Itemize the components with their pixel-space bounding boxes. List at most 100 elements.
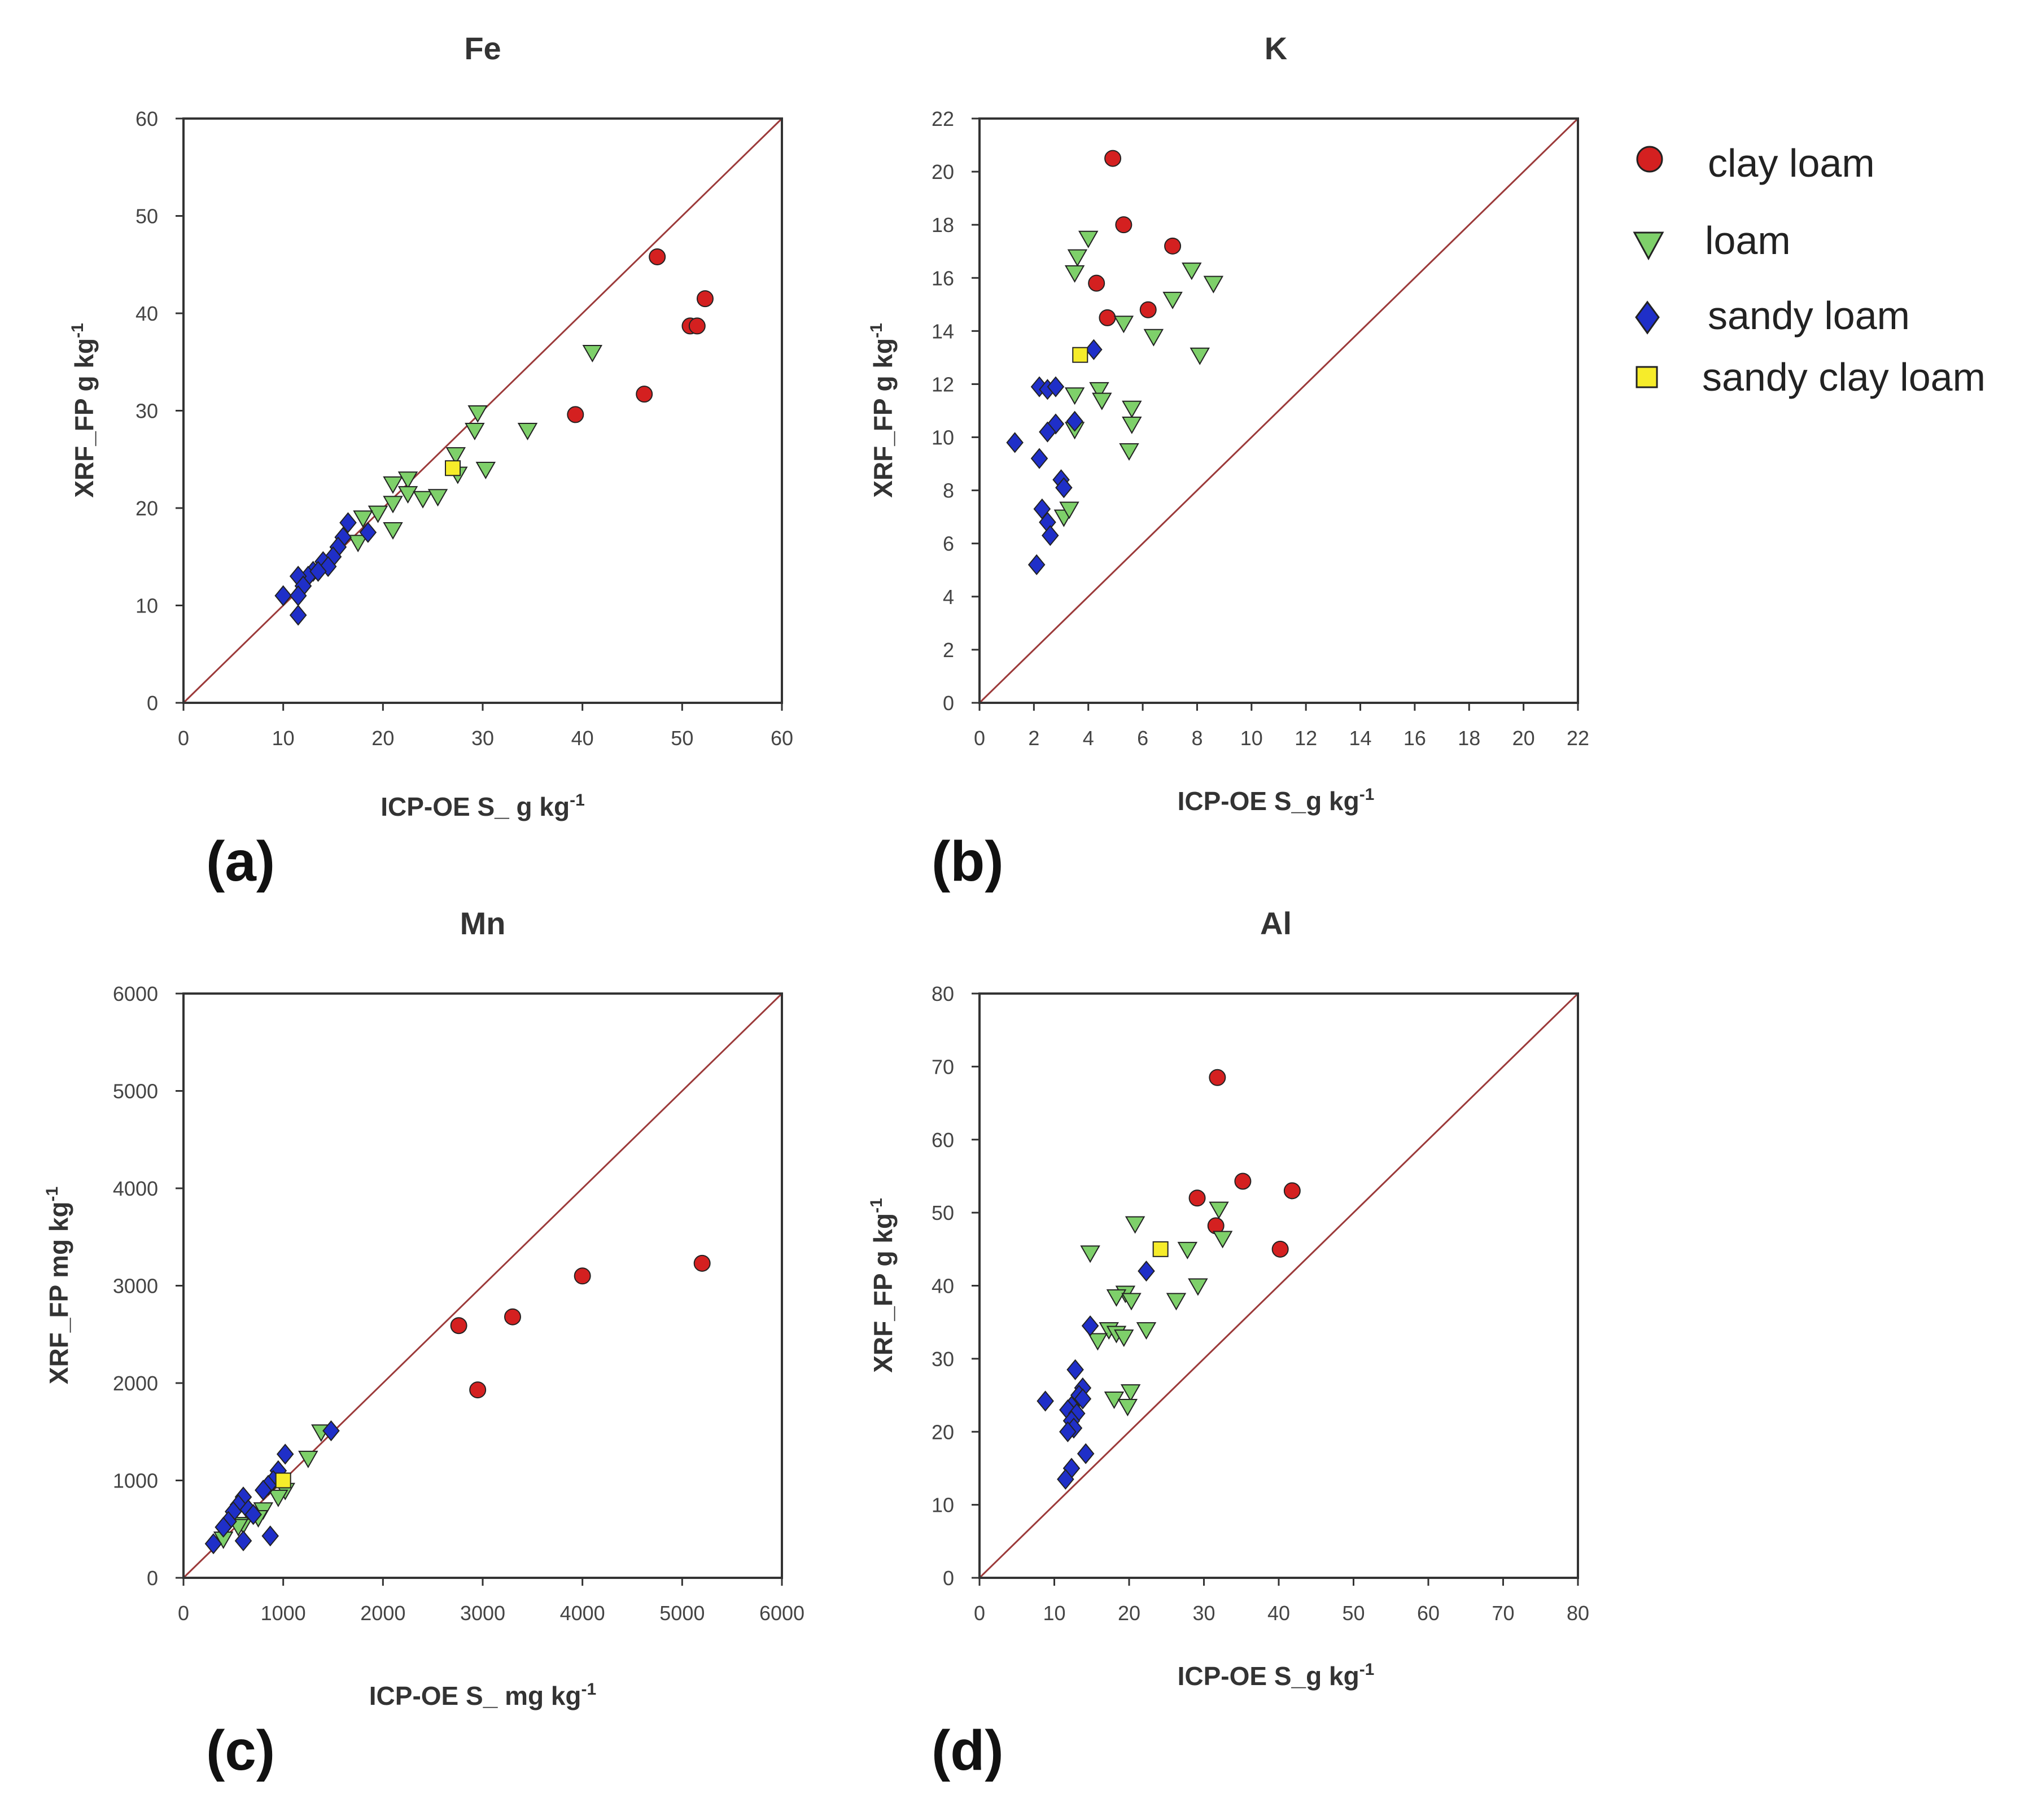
chart-title-k: K [1265, 30, 1287, 66]
point-k-loam-9 [1064, 387, 1085, 405]
point-k-loam-10 [1089, 382, 1109, 400]
point-k-loam-6 [1113, 316, 1134, 334]
panel-label-a: (a) [206, 830, 275, 893]
point-al-loam-3 [1080, 1245, 1100, 1263]
point-k-sandy-loam-7 [1006, 432, 1024, 453]
point-k-sandy-clay-loam-0 [1072, 347, 1088, 363]
y-tick-label-k-8: 8 [943, 479, 954, 502]
point-k-loam-12 [1122, 400, 1142, 418]
y-tick-label-al-0: 0 [943, 1567, 954, 1590]
y-tick-label-al-20: 20 [932, 1420, 954, 1443]
point-k-loam-7 [1143, 329, 1164, 347]
x-tick-label-mn-0: 0 [178, 1602, 189, 1625]
y-tick-label-k-4: 4 [943, 585, 954, 609]
x-tick-label-fe-40: 40 [571, 727, 594, 750]
point-fe-loam-5 [475, 462, 496, 480]
x-tick-label-fe-10: 10 [272, 727, 295, 750]
legend-marker-sandy-loam [1635, 300, 1660, 335]
point-fe-loam-4 [517, 423, 538, 441]
point-k-clay-loam-2 [1164, 237, 1182, 255]
x-tick-label-mn-1000: 1000 [261, 1602, 306, 1625]
point-fe-loam-3 [445, 447, 466, 465]
point-mn-clay-loam-1 [574, 1267, 591, 1285]
point-al-loam-1 [1212, 1231, 1233, 1249]
plot-marks-k [978, 117, 1579, 704]
point-al-sandy-loam-1 [1081, 1315, 1099, 1337]
x-tick-label-k-12: 12 [1295, 727, 1317, 750]
y-tick-label-al-50: 50 [932, 1201, 954, 1224]
legend: clay loam loam sandy loam sandy clay loa… [1633, 141, 1986, 399]
point-fe-loam-0 [582, 345, 603, 363]
point-fe-sandy-loam-2 [359, 522, 377, 543]
point-al-clay-loam-2 [1283, 1182, 1301, 1200]
y-tick-label-k-12: 12 [932, 373, 954, 396]
point-k-clay-loam-0 [1104, 150, 1122, 167]
y-tick-label-fe-40: 40 [135, 302, 158, 325]
point-k-sandy-loam-13 [1041, 525, 1059, 546]
x-tick-label-al-40: 40 [1267, 1602, 1290, 1625]
legend-label-sandy-clay-loam: sandy clay loam [1702, 355, 1986, 399]
point-mn-clay-loam-2 [504, 1308, 521, 1325]
point-fe-loam-14 [383, 522, 403, 540]
point-al-sandy-loam-7 [1037, 1390, 1054, 1412]
x-tick-label-mn-5000: 5000 [659, 1602, 705, 1625]
point-al-loam-13 [1136, 1322, 1157, 1340]
point-mn-sandy-loam-12 [204, 1533, 222, 1555]
point-k-sandy-loam-5 [1039, 421, 1056, 443]
y-tick-label-mn-3000: 3000 [113, 1275, 158, 1298]
x-tick-label-fe-0: 0 [178, 727, 189, 750]
y-axis-label-k: XRF_FP g kg-1 [867, 323, 898, 498]
x-ticks-mn: 0 1000 2000 3000 4000 5000 6000 [178, 1578, 804, 1625]
point-mn-sandy-loam-5 [255, 1480, 272, 1501]
point-fe-loam-10 [413, 491, 433, 509]
x-tick-label-al-50: 50 [1342, 1602, 1365, 1625]
point-al-loam-4 [1177, 1241, 1198, 1259]
panel-label-d: (d) [932, 1719, 1004, 1782]
point-fe-loam-13 [368, 505, 388, 523]
x-tick-label-mn-4000: 4000 [560, 1602, 605, 1625]
y-tick-label-mn-5000: 5000 [113, 1080, 158, 1103]
point-fe-sandy-loam-12 [274, 585, 292, 606]
y-tick-label-al-30: 30 [932, 1348, 954, 1371]
x-axis-label-al: ICP-OE S_g kg-1 [1178, 1660, 1375, 1691]
point-al-loam-5 [1188, 1278, 1208, 1296]
y-tick-label-k-20: 20 [932, 160, 954, 183]
chart-title-al: Al [1260, 905, 1292, 941]
point-fe-loam-7 [383, 476, 403, 494]
x-tick-label-k-16: 16 [1403, 727, 1426, 750]
plot-marks-fe [182, 117, 783, 704]
point-fe-sandy-loam-14 [289, 605, 307, 626]
point-al-sandy-loam-2 [1066, 1359, 1084, 1380]
panel-k: K 0 2 4 6 8 10 12 14 16 18 20 22 0 2 4 6 8 10 12 14 16 18 20 2… [867, 30, 1589, 893]
point-al-loam-9 [1166, 1293, 1187, 1311]
x-tick-label-k-14: 14 [1349, 727, 1372, 750]
point-al-loam-15 [1120, 1384, 1141, 1402]
point-al-sandy-loam-12 [1059, 1421, 1077, 1442]
legend-marker-clay-loam [1636, 146, 1663, 173]
point-al-sandy-clay-loam-0 [1152, 1241, 1169, 1257]
point-fe-sandy-clay-loam-0 [445, 460, 461, 476]
y-tick-label-k-22: 22 [932, 107, 954, 130]
point-al-sandy-loam-13 [1077, 1443, 1095, 1464]
point-al-loam-14 [1087, 1333, 1108, 1351]
y-tick-label-k-16: 16 [932, 266, 954, 290]
legend-label-sandy-loam: sandy loam [1708, 294, 1910, 338]
x-tick-label-mn-2000: 2000 [360, 1602, 405, 1625]
point-al-loam-8 [1121, 1293, 1142, 1311]
y-tick-label-k-6: 6 [943, 532, 954, 555]
point-k-loam-1 [1067, 249, 1088, 267]
point-k-loam-14 [1122, 417, 1142, 435]
plot-marks-mn [182, 992, 783, 1579]
y-ticks-k: 0 2 4 6 8 10 12 14 16 18 20 22 [932, 107, 980, 715]
point-mn-sandy-loam-14 [261, 1525, 279, 1547]
y-tick-label-al-40: 40 [932, 1275, 954, 1298]
x-tick-label-k-20: 20 [1512, 727, 1535, 750]
point-mn-clay-loam-0 [693, 1254, 711, 1272]
point-fe-loam-9 [397, 486, 418, 504]
point-k-sandy-loam-0 [1085, 339, 1103, 360]
point-k-clay-loam-3 [1088, 274, 1105, 292]
x-tick-label-k-6: 6 [1137, 727, 1148, 750]
y-tick-label-k-2: 2 [943, 638, 954, 662]
identity-line-al [978, 992, 1579, 1579]
point-mn-sandy-loam-15 [244, 1504, 262, 1525]
